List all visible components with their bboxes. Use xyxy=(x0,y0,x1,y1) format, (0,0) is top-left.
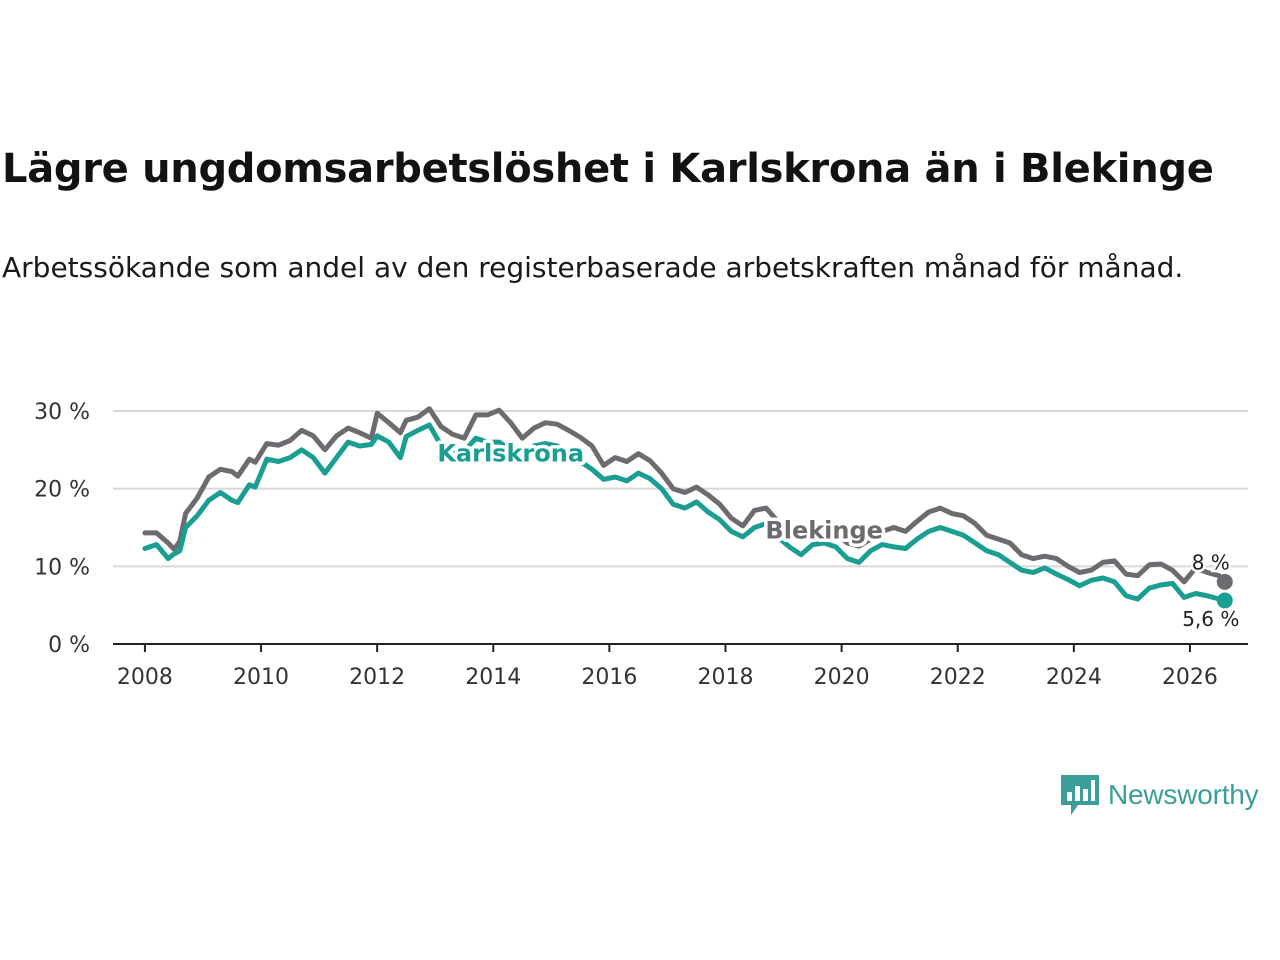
x-tick-label: 2024 xyxy=(1046,665,1102,690)
series-line-blekinge xyxy=(142,406,1228,585)
x-tick-label: 2014 xyxy=(465,665,521,690)
newsworthy-logo: Newsworthy xyxy=(1058,772,1259,818)
y-tick-label: 20 % xyxy=(34,478,90,503)
series-labels: Karlskrona Blekinge 8 % 5,6 % xyxy=(434,436,1242,634)
series-endpoint-blekinge xyxy=(1216,573,1233,590)
series-label-karlskrona: Karlskrona xyxy=(437,439,584,467)
series-label-blekinge: Blekinge xyxy=(765,516,883,544)
series-lines xyxy=(142,406,1233,609)
series-endpoint-karlskrona xyxy=(1216,592,1233,609)
end-value-label-blekinge: 8 % xyxy=(1192,550,1230,574)
x-tick-label: 2010 xyxy=(233,665,289,690)
brand-name: Newsworthy xyxy=(1108,779,1259,810)
y-tick-label: 10 % xyxy=(34,555,90,580)
x-tick-label: 2022 xyxy=(930,665,986,690)
x-tick-label: 2016 xyxy=(581,665,637,690)
x-tick-label: 2020 xyxy=(814,665,870,690)
x-tick-label: 2008 xyxy=(117,665,173,690)
x-tick-label: 2012 xyxy=(349,665,405,690)
x-tick-label: 2018 xyxy=(697,665,753,690)
y-tick-label: 30 % xyxy=(34,400,90,425)
newsworthy-logo-icon xyxy=(1061,775,1099,815)
chart-title: Lägre ungdomsarbetslöshet i Karlskrona ä… xyxy=(2,146,1214,192)
chart-subtitle: Arbetssökande som andel av den registerb… xyxy=(2,251,1184,284)
x-tick-label: 2026 xyxy=(1162,665,1218,690)
y-tick-label: 0 % xyxy=(48,633,90,658)
end-value-label-karlskrona: 5,6 % xyxy=(1182,607,1239,631)
line-chart: 0 % 10 % 20 % 30 % 2008 2010 2012 2014 2016 2018 2… xyxy=(34,400,1248,690)
axes: 0 % 10 % 20 % 30 % 2008 2010 2012 2014 2016 2018 2… xyxy=(34,400,1248,690)
series-line-karlskrona xyxy=(142,422,1228,603)
